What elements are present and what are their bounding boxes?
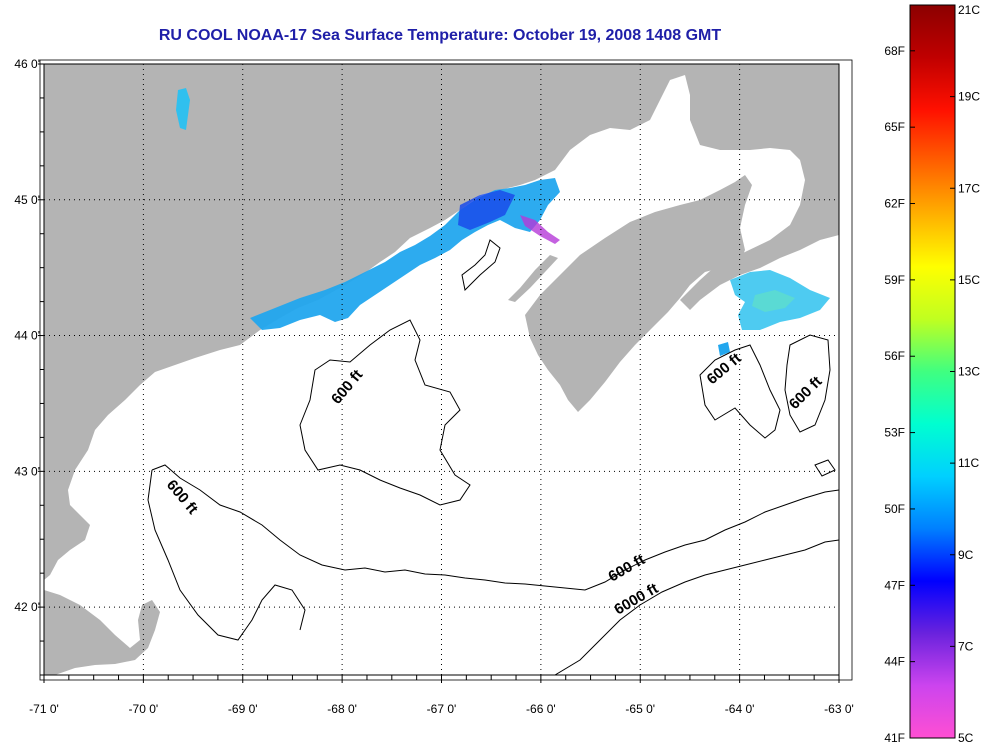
longitude-tick-label: -67 0' [427, 702, 457, 716]
sst-data-scotian-cyan [752, 290, 795, 312]
longitude-tick-label: -66 0' [526, 702, 556, 716]
contour-georges-bank-small [814, 459, 836, 477]
longitude-tick-label: -63 0' [824, 702, 854, 716]
map-title: RU COOL NOAA-17 Sea Surface Temperature:… [158, 27, 722, 44]
colorbar-celsius-labels: 21C 19C 17C 15C 13C 11C 9C 7C 5C [950, 3, 980, 745]
colorbar-fahrenheit-label: 50F [884, 502, 905, 516]
land-grand-manan [508, 255, 558, 302]
colorbar-celsius-label: 19C [958, 90, 980, 104]
latitude-tick-label: 44 0' [14, 329, 40, 343]
longitude-axis: -71 0' -70 0' -69 0' -68 0' -67 0' -66 0' -65 … [29, 675, 854, 716]
bathymetry-contours [147, 239, 839, 675]
colorbar-fahrenheit-label: 41F [884, 731, 905, 745]
longitude-tick-label: -64 0' [725, 702, 755, 716]
longitude-tick-label: -68 0' [327, 702, 357, 716]
colorbar-celsius-label: 17C [958, 181, 980, 195]
contour-georges-600 [151, 464, 839, 591]
longitude-tick-label: -71 0' [29, 702, 59, 716]
colorbar-celsius-label: 9C [958, 548, 974, 562]
colorbar-celsius-label: 5C [958, 731, 974, 745]
sst-data-inland-lakes [176, 88, 190, 130]
contour-jordan-basin [461, 239, 501, 292]
colorbar [909, 4, 956, 739]
colorbar-celsius-label: 13C [958, 365, 980, 379]
colorbar-fahrenheit-label: 65F [884, 120, 905, 134]
longitude-tick-label: -70 0' [129, 702, 159, 716]
latitude-tick-label: 46 0' [14, 57, 40, 71]
sst-data-bay-magenta [520, 215, 560, 244]
sst-data-gulf-coast-blue [458, 190, 515, 230]
contour-deep-6000 [554, 539, 839, 675]
colorbar-fahrenheit-label: 62F [884, 197, 905, 211]
colorbar-fahrenheit-label: 59F [884, 273, 905, 287]
colorbar-fahrenheit-label: 44F [884, 655, 905, 669]
contour-scotian-600b [784, 334, 831, 433]
colorbar-fahrenheit-label: 56F [884, 349, 905, 363]
contour-basin-outline [299, 319, 471, 506]
contour-scotian-600a [699, 344, 781, 439]
colorbar-fahrenheit-label: 47F [884, 578, 905, 592]
latitude-tick-label: 43 0' [14, 464, 40, 478]
contour-basin-inner-600 [147, 469, 306, 641]
latitude-axis: 46 0' 45 0' 44 0' 43 0' 42 0' [14, 57, 44, 676]
colorbar-celsius-label: 21C [958, 3, 980, 17]
longitude-tick-label: -65 0' [625, 702, 655, 716]
colorbar-celsius-label: 11C [958, 456, 979, 470]
colorbar-fahrenheit-label: 53F [884, 426, 905, 440]
land-nova-scotia [525, 175, 752, 412]
sst-data-small-patch [718, 342, 730, 356]
longitude-tick-label: -69 0' [228, 702, 258, 716]
latitude-tick-label: 45 0' [14, 193, 40, 207]
land-mainland [44, 64, 839, 580]
graticule [44, 64, 839, 675]
map-content: 600 ft 600 ft 600 ft 600 ft 600 ft 6000 … [44, 64, 839, 675]
colorbar-celsius-label: 15C [958, 273, 980, 287]
colorbar-fahrenheit-labels: 68F 65F 62F 59F 56F 53F 50F 47F 44F 41F [884, 44, 915, 745]
land-cape-cod [44, 590, 160, 675]
latitude-tick-label: 42 0' [14, 600, 40, 614]
colorbar-celsius-label: 7C [958, 639, 974, 653]
colorbar-fahrenheit-label: 68F [884, 44, 905, 58]
